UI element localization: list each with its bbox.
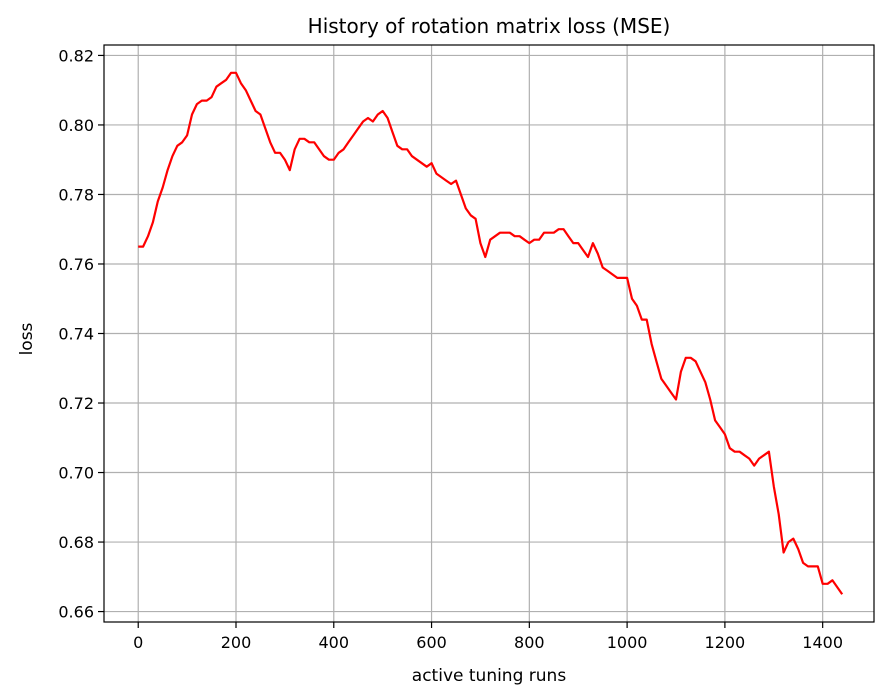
y-tick-label: 0.66	[58, 603, 94, 622]
x-tick-label: 800	[514, 633, 545, 652]
x-tick-label: 600	[416, 633, 447, 652]
y-tick-label: 0.80	[58, 116, 94, 135]
series-layer	[138, 71, 844, 595]
y-tick-label: 0.70	[58, 464, 94, 483]
x-axis-label: active tuning runs	[412, 666, 567, 686]
loss-series-line	[138, 71, 844, 595]
y-tick-label: 0.72	[58, 394, 94, 413]
y-tick-label: 0.78	[58, 185, 94, 204]
x-tick-label: 400	[319, 633, 350, 652]
y-axis-label: loss	[17, 322, 37, 355]
y-tick-label: 0.74	[58, 325, 94, 344]
y-tick-label: 0.82	[58, 46, 94, 65]
y-tick-label: 0.68	[58, 533, 94, 552]
x-tick-label: 1400	[802, 633, 843, 652]
x-tick-label: 1000	[607, 633, 648, 652]
grid	[104, 45, 874, 622]
chart-title: History of rotation matrix loss (MSE)	[308, 14, 671, 38]
x-tick-label: 0	[133, 633, 143, 652]
x-tick-label: 1200	[705, 633, 746, 652]
y-tick-label: 0.76	[58, 255, 94, 274]
x-tick-label: 200	[221, 633, 252, 652]
ticks: 0 200 400 600 800 1000 1200 1400 0.66 0.68 0.70 0.7…	[58, 46, 843, 652]
